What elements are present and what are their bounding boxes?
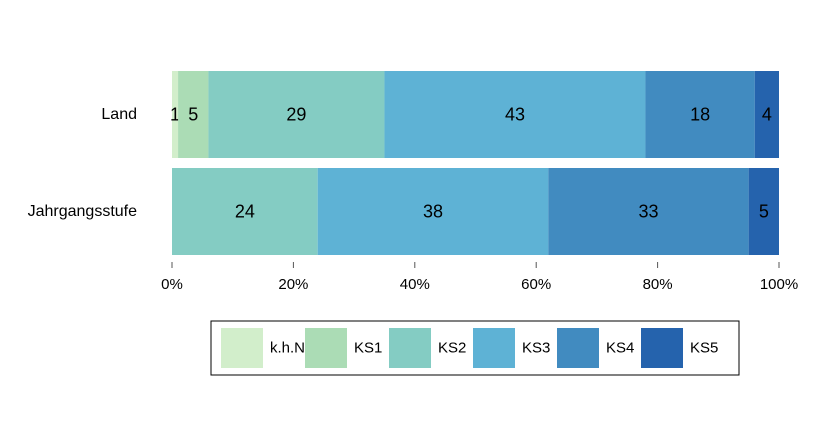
legend-label: k.h.N. [270, 340, 309, 357]
legend-label: KS3 [522, 340, 550, 357]
legend-label: KS2 [438, 340, 466, 357]
bars-group: 1 5 29 43 18 424 38 33 5 [170, 71, 779, 255]
category-labels: Land Jahrgangsstufe [28, 106, 138, 220]
legend-swatch [389, 328, 431, 368]
legend-label: KS1 [354, 340, 382, 357]
bar-segment [172, 168, 318, 255]
data-label: 24 [235, 202, 255, 222]
legend-swatch [221, 328, 263, 368]
x-tick-label: 20% [278, 276, 308, 293]
data-label: 29 [286, 105, 306, 125]
data-label: 4 [762, 105, 772, 125]
bar-segment [317, 168, 549, 255]
legend: k.h.N. KS1 KS2 KS3 KS4 KS5 [210, 320, 740, 376]
legend-swatch [305, 328, 347, 368]
legend-label: KS5 [690, 340, 718, 357]
data-label: 43 [505, 105, 525, 125]
category-label: Jahrgangsstufe [28, 203, 138, 220]
legend-swatch [641, 328, 683, 368]
legend-swatch [557, 328, 599, 368]
data-label: 38 [423, 202, 443, 222]
x-tick-label: 0% [161, 276, 183, 293]
bar-segment [548, 168, 749, 255]
data-label: 18 [690, 105, 710, 125]
bar-segment [754, 71, 779, 158]
data-label: 1 [170, 105, 180, 125]
data-label: 5 [759, 202, 769, 222]
data-label: 33 [638, 202, 658, 222]
bar-segment [178, 71, 209, 158]
x-tick-label: 60% [521, 276, 551, 293]
legend-swatch [473, 328, 515, 368]
x-tick-label: 100% [760, 276, 798, 293]
bar-segment [645, 71, 755, 158]
legend-label: KS4 [606, 340, 634, 357]
x-axis: 0% 20% 40% 60% 80% 100% [161, 262, 798, 293]
bar-segment [384, 71, 646, 158]
x-tick-label: 40% [400, 276, 430, 293]
bar-segment [208, 71, 385, 158]
category-label: Land [101, 106, 137, 123]
data-label: 5 [188, 105, 198, 125]
x-tick-label: 80% [643, 276, 673, 293]
bar-segment [748, 168, 779, 255]
bar-segment [172, 71, 179, 158]
